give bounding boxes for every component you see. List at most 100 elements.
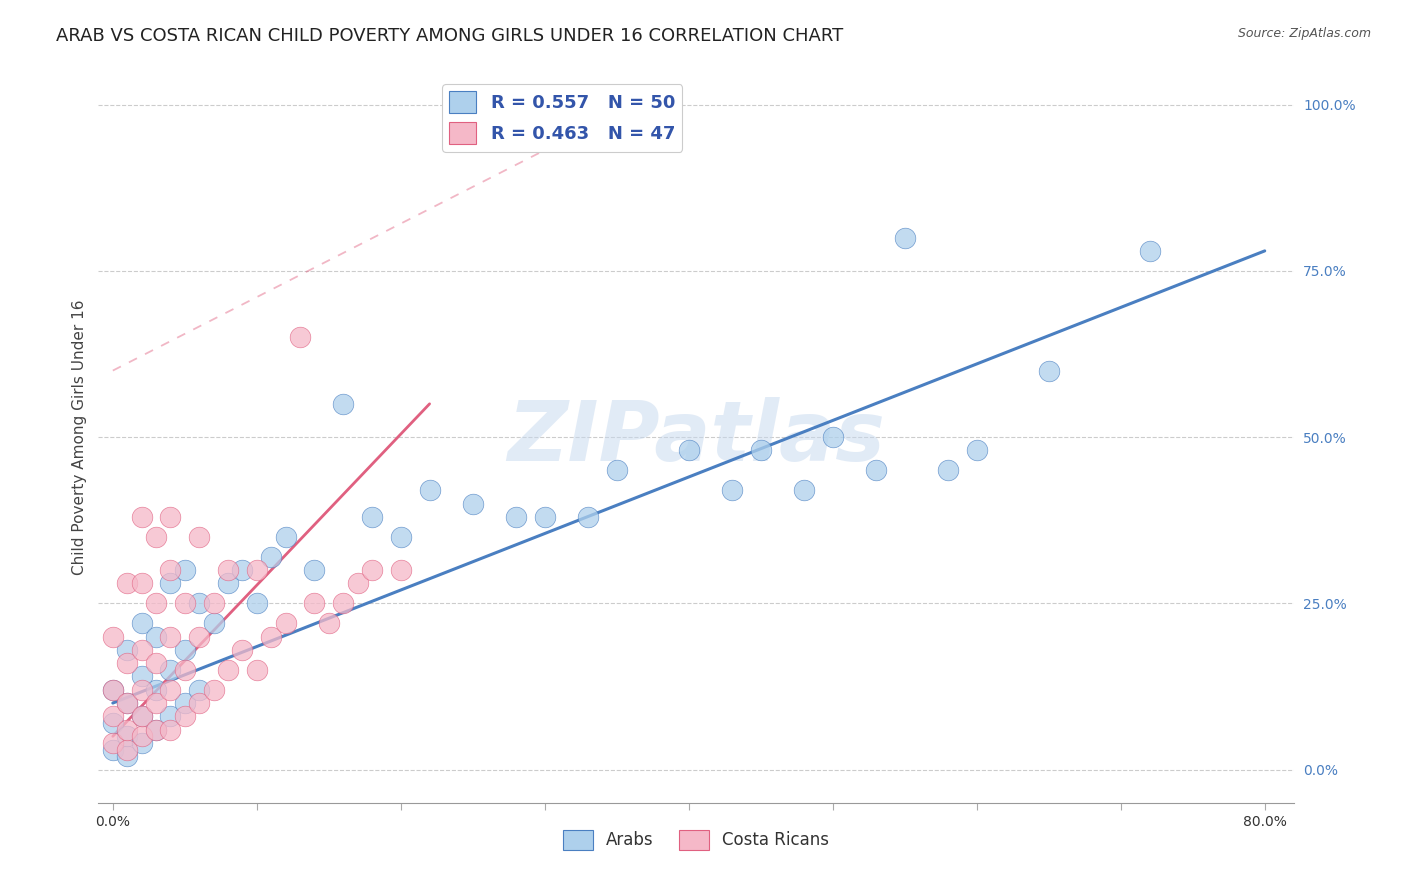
- Point: [145, 596, 167, 610]
- Y-axis label: Child Poverty Among Girls Under 16: Child Poverty Among Girls Under 16: [72, 300, 87, 574]
- Point: [361, 509, 384, 524]
- Point: [173, 696, 195, 710]
- Point: [131, 736, 153, 750]
- Point: [865, 463, 887, 477]
- Point: [159, 630, 181, 644]
- Point: [173, 709, 195, 723]
- Point: [115, 656, 138, 670]
- Point: [389, 563, 412, 577]
- Point: [966, 443, 988, 458]
- Point: [145, 530, 167, 544]
- Point: [115, 696, 138, 710]
- Point: [1038, 363, 1060, 377]
- Point: [936, 463, 959, 477]
- Point: [231, 563, 253, 577]
- Point: [188, 630, 211, 644]
- Point: [461, 497, 484, 511]
- Point: [202, 616, 225, 631]
- Point: [606, 463, 628, 477]
- Point: [246, 663, 269, 677]
- Point: [304, 563, 326, 577]
- Point: [217, 576, 239, 591]
- Legend: Arabs, Costa Ricans: Arabs, Costa Ricans: [557, 823, 835, 856]
- Point: [173, 596, 195, 610]
- Point: [332, 397, 354, 411]
- Point: [159, 509, 181, 524]
- Point: [115, 729, 138, 743]
- Point: [202, 682, 225, 697]
- Point: [246, 596, 269, 610]
- Point: [246, 563, 269, 577]
- Point: [260, 549, 283, 564]
- Point: [145, 723, 167, 737]
- Point: [217, 663, 239, 677]
- Point: [188, 696, 211, 710]
- Point: [131, 509, 153, 524]
- Point: [131, 709, 153, 723]
- Point: [159, 723, 181, 737]
- Point: [159, 663, 181, 677]
- Point: [304, 596, 326, 610]
- Point: [749, 443, 772, 458]
- Point: [159, 682, 181, 697]
- Point: [678, 443, 700, 458]
- Point: [893, 230, 915, 244]
- Point: [101, 709, 124, 723]
- Point: [576, 509, 599, 524]
- Point: [318, 616, 340, 631]
- Point: [260, 630, 283, 644]
- Point: [115, 643, 138, 657]
- Point: [115, 749, 138, 764]
- Point: [145, 630, 167, 644]
- Point: [821, 430, 844, 444]
- Point: [505, 509, 527, 524]
- Point: [188, 682, 211, 697]
- Text: ZIPatlas: ZIPatlas: [508, 397, 884, 477]
- Point: [145, 656, 167, 670]
- Point: [721, 483, 744, 498]
- Point: [131, 643, 153, 657]
- Point: [159, 709, 181, 723]
- Point: [389, 530, 412, 544]
- Point: [188, 530, 211, 544]
- Point: [533, 509, 555, 524]
- Point: [115, 723, 138, 737]
- Point: [159, 563, 181, 577]
- Point: [274, 530, 297, 544]
- Point: [101, 716, 124, 731]
- Point: [145, 723, 167, 737]
- Point: [145, 682, 167, 697]
- Point: [159, 576, 181, 591]
- Point: [346, 576, 368, 591]
- Point: [231, 643, 253, 657]
- Text: Source: ZipAtlas.com: Source: ZipAtlas.com: [1237, 27, 1371, 40]
- Point: [648, 97, 671, 112]
- Point: [217, 563, 239, 577]
- Point: [173, 663, 195, 677]
- Point: [131, 576, 153, 591]
- Point: [131, 729, 153, 743]
- Point: [793, 483, 815, 498]
- Point: [419, 483, 441, 498]
- Point: [131, 709, 153, 723]
- Point: [274, 616, 297, 631]
- Point: [101, 736, 124, 750]
- Point: [101, 682, 124, 697]
- Point: [115, 576, 138, 591]
- Text: ARAB VS COSTA RICAN CHILD POVERTY AMONG GIRLS UNDER 16 CORRELATION CHART: ARAB VS COSTA RICAN CHILD POVERTY AMONG …: [56, 27, 844, 45]
- Point: [131, 616, 153, 631]
- Point: [332, 596, 354, 610]
- Point: [361, 563, 384, 577]
- Point: [288, 330, 311, 344]
- Point: [202, 596, 225, 610]
- Point: [145, 696, 167, 710]
- Point: [101, 630, 124, 644]
- Point: [115, 696, 138, 710]
- Point: [101, 742, 124, 756]
- Point: [115, 742, 138, 756]
- Point: [131, 682, 153, 697]
- Point: [188, 596, 211, 610]
- Point: [173, 643, 195, 657]
- Point: [173, 563, 195, 577]
- Point: [131, 669, 153, 683]
